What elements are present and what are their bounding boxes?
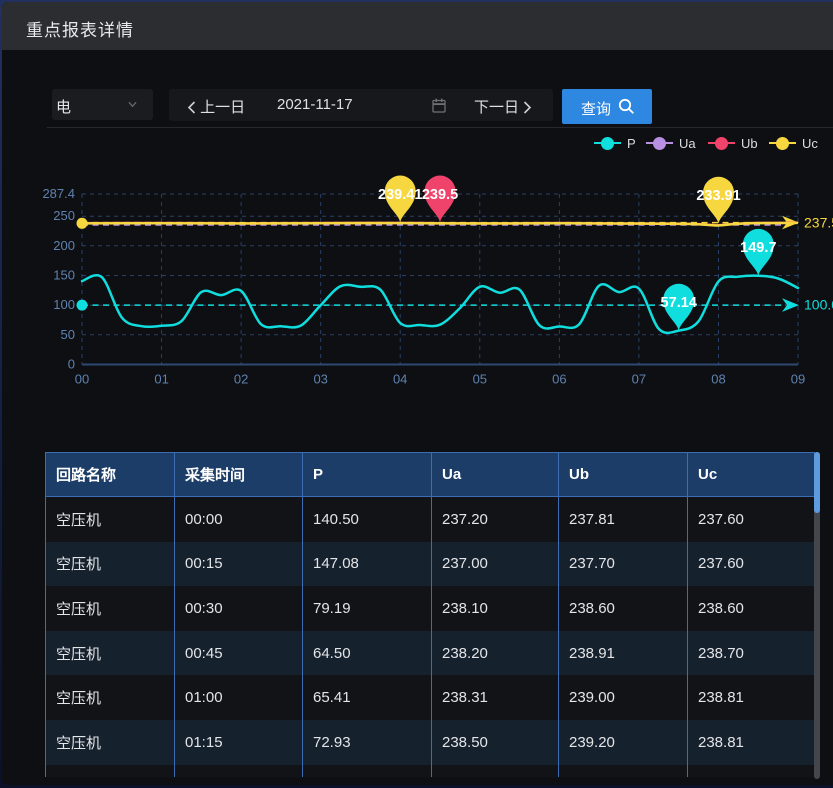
- svg-text:239.41: 239.41: [378, 187, 422, 203]
- svg-text:02: 02: [234, 372, 248, 387]
- svg-text:250: 250: [53, 208, 75, 223]
- svg-text:01: 01: [154, 372, 168, 387]
- svg-text:08: 08: [711, 372, 725, 387]
- svg-text:287.4: 287.4: [42, 186, 75, 201]
- svg-text:200: 200: [53, 238, 75, 253]
- svg-text:00: 00: [75, 372, 89, 387]
- svg-text:239.5: 239.5: [422, 187, 458, 203]
- svg-text:57.14: 57.14: [661, 295, 697, 311]
- svg-text:03: 03: [313, 372, 327, 387]
- svg-text:233.91: 233.91: [696, 188, 740, 204]
- svg-text:06: 06: [552, 372, 566, 387]
- svg-text:50: 50: [61, 327, 75, 342]
- svg-text:100: 100: [53, 297, 75, 312]
- svg-text:237.55: 237.55: [804, 215, 833, 231]
- svg-text:149.7: 149.7: [740, 240, 776, 256]
- svg-text:05: 05: [473, 372, 487, 387]
- svg-text:100.04: 100.04: [804, 297, 833, 313]
- svg-text:09: 09: [791, 372, 805, 387]
- svg-text:0: 0: [68, 357, 75, 372]
- svg-text:07: 07: [632, 372, 646, 387]
- svg-text:04: 04: [393, 372, 407, 387]
- svg-text:150: 150: [53, 268, 75, 283]
